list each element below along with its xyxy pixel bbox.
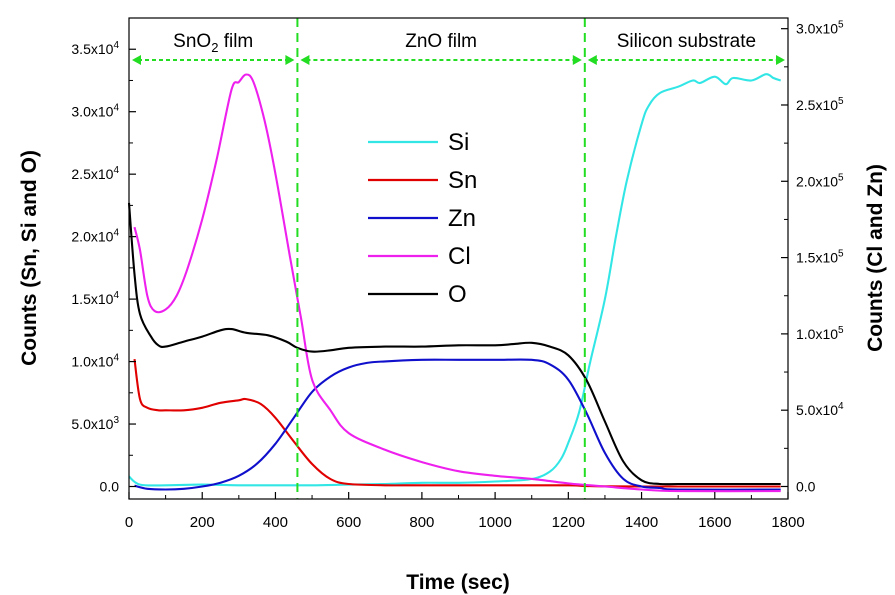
- x-tick-label: 1400: [625, 514, 658, 531]
- x-tick-label: 1000: [478, 514, 511, 531]
- arrowhead-left-1: [132, 55, 141, 65]
- region-label-1: SnO2 film: [173, 31, 253, 55]
- y-left-tick-label: 5.0x103: [71, 415, 119, 432]
- legend-label-cl: Cl: [448, 243, 471, 270]
- y-right-tick-label: 1.0x105: [796, 325, 844, 342]
- y-right-tick-label: 2.5x105: [796, 96, 844, 113]
- series-line-sn: [133, 358, 781, 488]
- region-label-3: Silicon substrate: [617, 31, 756, 52]
- x-tick-label: 1200: [552, 514, 585, 531]
- series-line-cl: [133, 73, 781, 493]
- legend-label-o: O: [448, 281, 467, 308]
- y-left-tick-label: 0.0: [100, 479, 120, 495]
- y-left-tick-label: 2.5x104: [71, 165, 119, 182]
- y-right-tick-label: 0.0: [796, 478, 816, 494]
- region-markers: SnO2 film ZnO film Silicon substrate: [132, 18, 785, 499]
- legend-label-zn: Zn: [448, 205, 476, 232]
- x-tick-label: 600: [336, 514, 361, 531]
- arrowhead-right-3: [776, 55, 785, 65]
- legend-label-sn: Sn: [448, 167, 477, 194]
- arrowhead-left-2: [300, 55, 310, 65]
- y-left-tick-label: 2.0x104: [71, 228, 119, 245]
- y-right-tick-label: 5.0x104: [796, 401, 844, 418]
- arrowhead-right-2: [572, 55, 582, 65]
- x-tick-label: 0: [125, 514, 133, 531]
- x-axis-ticks: 0 200 400 600 800 1000 1200 1400 1600 1800: [125, 492, 805, 531]
- x-tick-label: 1800: [771, 514, 804, 531]
- y-right-tick-label: 1.5x105: [796, 249, 844, 266]
- series-line-o: [127, 202, 781, 486]
- y-left-tick-label: 1.5x104: [71, 290, 119, 307]
- legend-label-si: Si: [448, 129, 469, 156]
- y-left-axis-ticks: 0.0 5.0x103 1.0x104 1.5x104 2.0x104 2.5x104 3.…: [71, 40, 136, 495]
- y-right-tick-label: 2.0x105: [796, 172, 844, 189]
- y-left-tick-label: 3.5x104: [71, 40, 119, 57]
- region-label-2: ZnO film: [405, 31, 477, 52]
- y-left-tick-label: 1.0x104: [71, 353, 119, 370]
- arrowhead-left-3: [587, 55, 597, 65]
- x-tick-label: 400: [263, 514, 288, 531]
- y-right-axis-ticks: 0.0 5.0x104 1.0x105 1.5x105 2.0x105 2.5x105 3.…: [781, 20, 844, 494]
- arrowhead-right-1: [285, 55, 295, 65]
- legend: Si Sn Zn Cl O: [368, 129, 477, 308]
- y-left-tick-label: 3.0x104: [71, 103, 119, 120]
- y-axis-left-title: Counts (Sn, Si and O): [18, 150, 41, 366]
- x-tick-label: 1600: [698, 514, 731, 531]
- x-tick-label: 200: [190, 514, 215, 531]
- series-line-zn: [134, 358, 781, 491]
- x-axis-title: Time (sec): [406, 571, 510, 594]
- y-right-tick-label: 3.0x105: [796, 20, 844, 37]
- y-axis-right-title: Counts (Cl and Zn): [864, 164, 887, 352]
- x-tick-label: 800: [409, 514, 434, 531]
